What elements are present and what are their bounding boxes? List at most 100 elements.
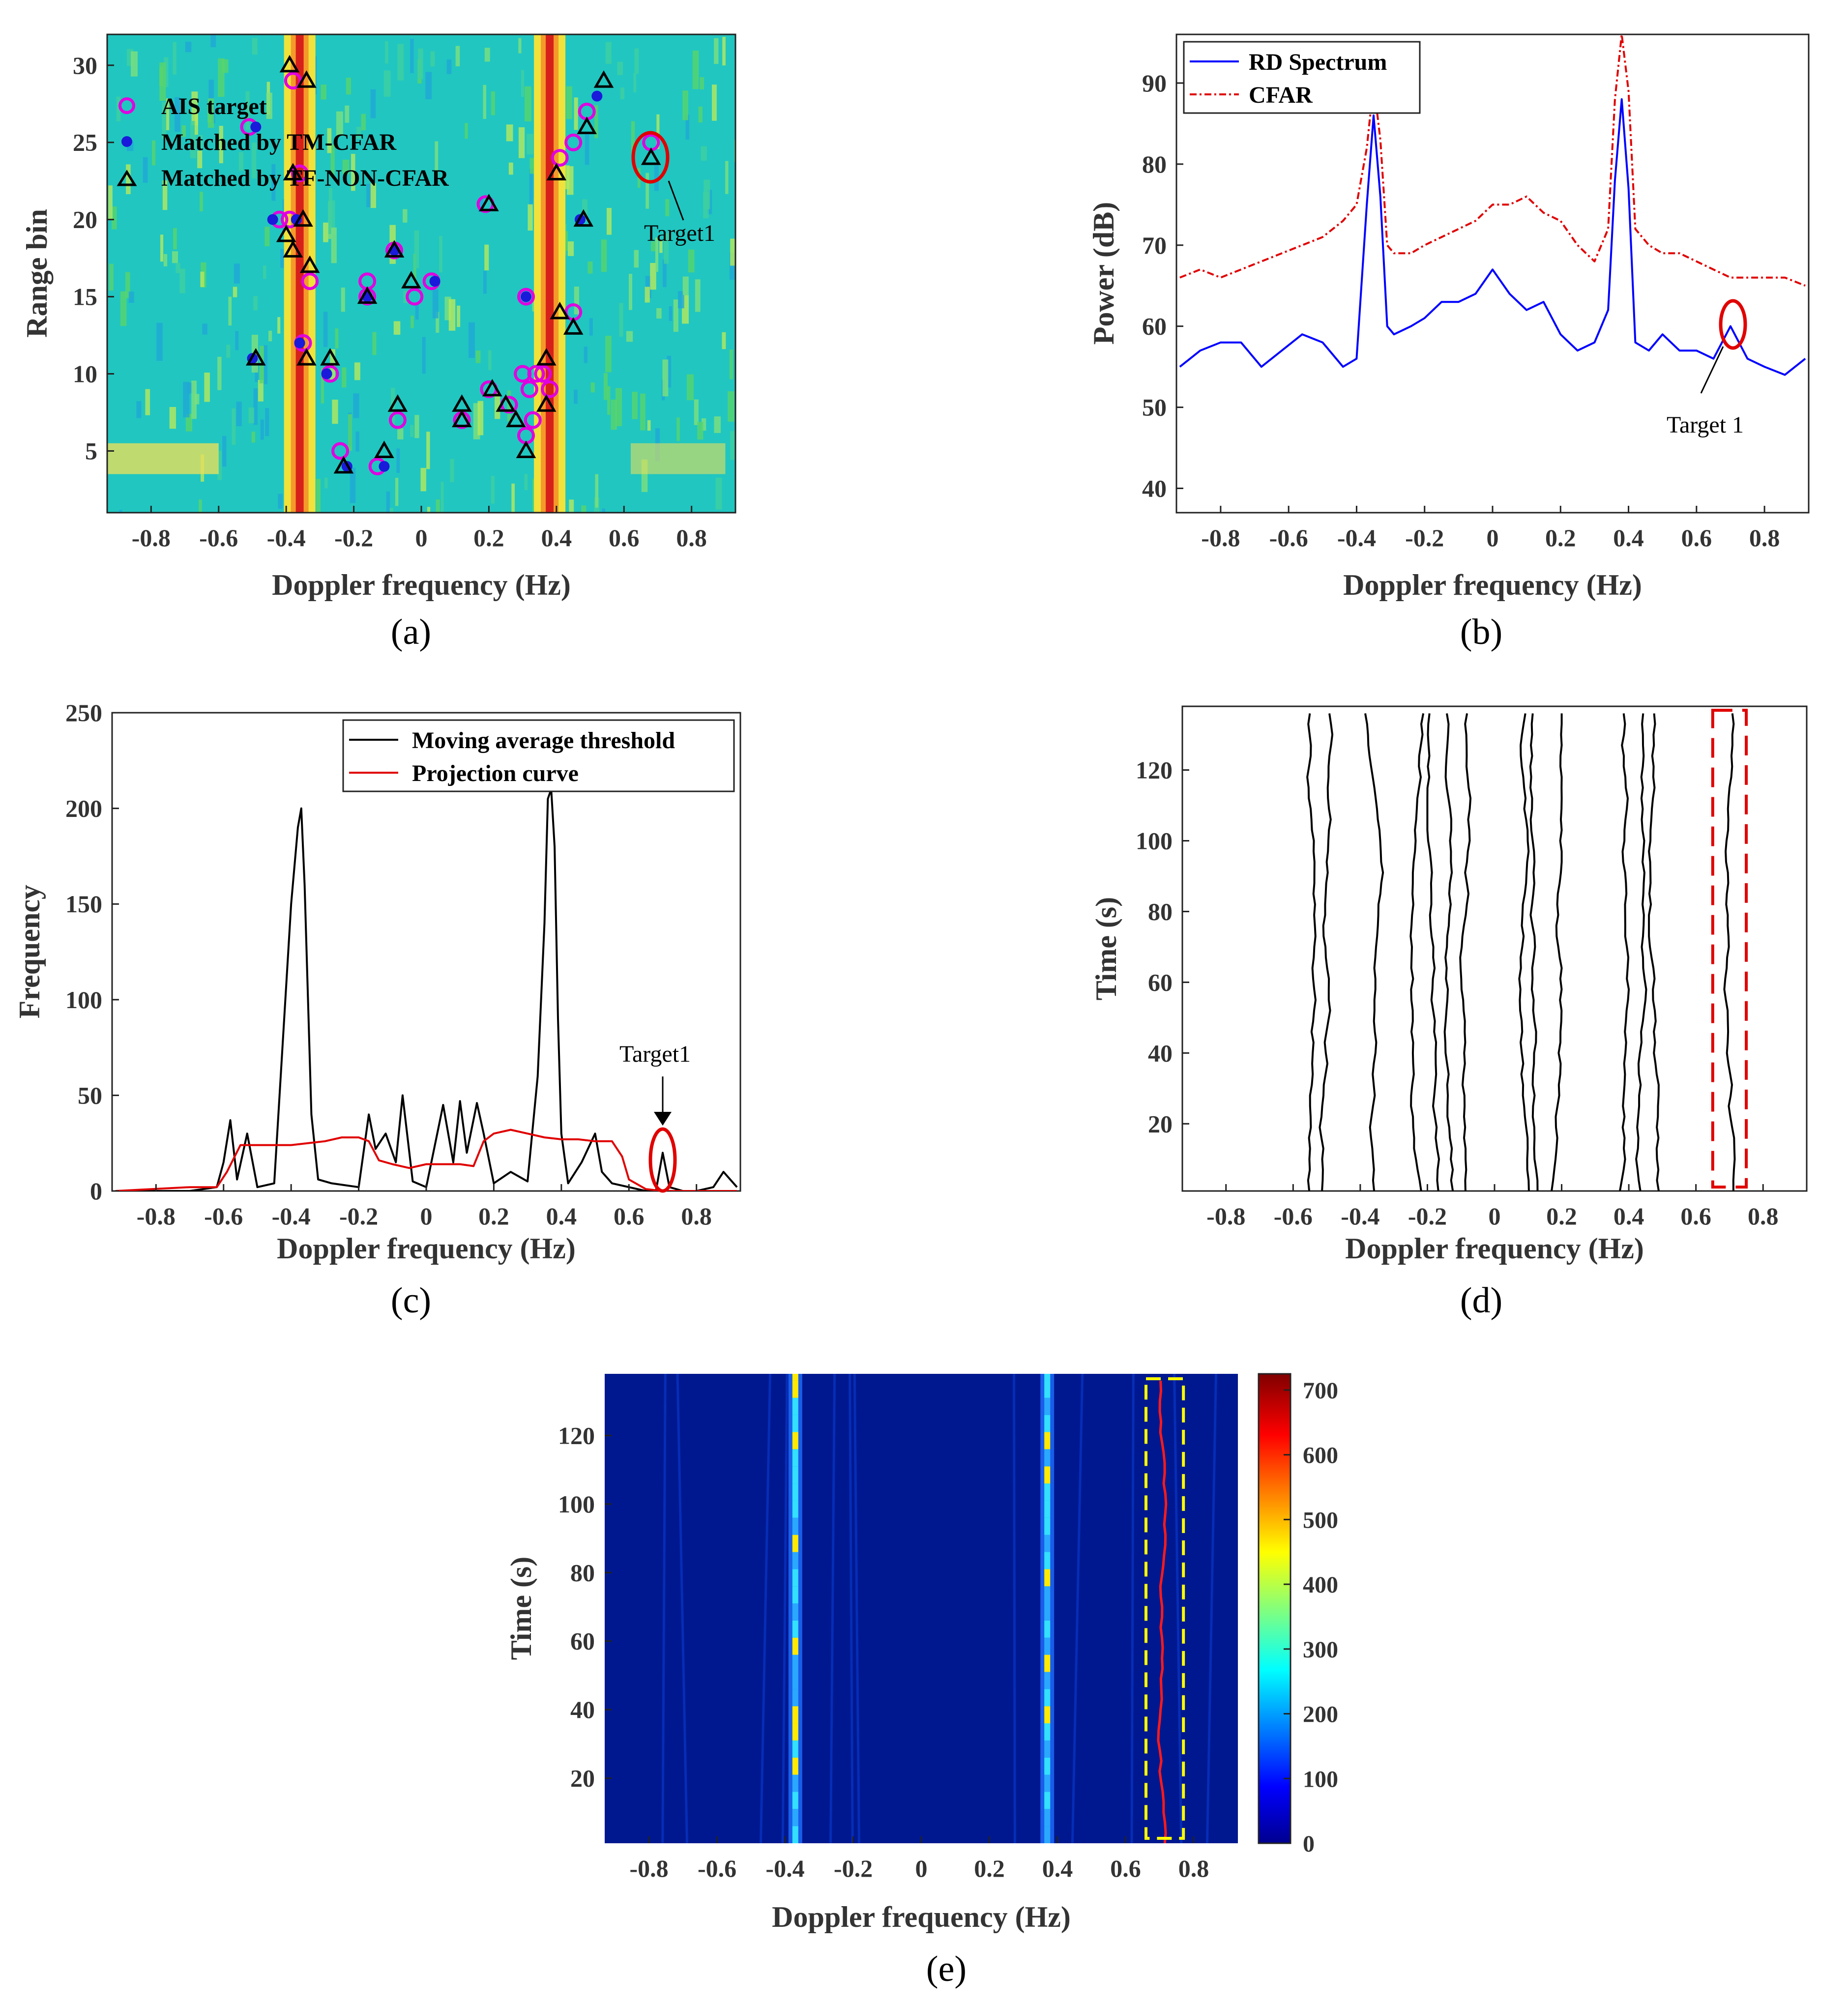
d-track (1551, 713, 1563, 1191)
a-ais-marker (406, 288, 424, 306)
e-ylabel: Time (s) (505, 1557, 537, 1660)
a-speckle (164, 57, 169, 87)
a-speckle (361, 114, 366, 131)
a-speckle (202, 323, 207, 335)
a-tf-marker (550, 301, 570, 319)
a-speckle (569, 499, 574, 512)
e-ytick-label: 120 (558, 1422, 595, 1449)
d-xtick-label: 0.6 (1680, 1202, 1711, 1230)
a-tf-marker (279, 55, 300, 73)
e-ytick-label: 20 (570, 1765, 595, 1792)
a-speckle (506, 124, 513, 142)
a-speckle (567, 241, 574, 256)
a-tf-marker (577, 116, 597, 134)
e-ridge-core (1044, 1397, 1051, 1415)
a-speckle (169, 406, 176, 429)
a-speckle (669, 306, 673, 321)
a-speckle (722, 332, 726, 349)
c-series-projection-curve (115, 1129, 737, 1191)
b-target-ellipse (1719, 299, 1747, 350)
e-ridge-core (792, 1672, 798, 1689)
b-target-label: Target 1 (1667, 412, 1744, 438)
e-faint-track (853, 1374, 860, 1843)
a-speckle (173, 42, 176, 75)
d-track (1306, 713, 1317, 1191)
a-speckle (688, 249, 695, 273)
a-speckle (162, 180, 168, 210)
a-speckle (346, 78, 352, 95)
e-colorbar-tick-label: 200 (1303, 1702, 1338, 1728)
d-panel-label: (d) (1460, 1280, 1502, 1321)
a-speckle (695, 279, 701, 312)
a-speckle (345, 105, 350, 123)
d-track (1459, 713, 1472, 1191)
d-track (1409, 713, 1425, 1191)
c-xtick-label: 0.8 (681, 1202, 712, 1230)
panel-a: -0.8 -0.6 -0.4 -0.2 0 0.2 0.4 0.6 0.8 5 10 15 20 25 30… (21, 33, 736, 652)
a-speckle (175, 97, 180, 132)
d-track (1723, 713, 1736, 1191)
c-target-label: Target1 (619, 1041, 691, 1067)
a-speckle (656, 114, 660, 149)
e-faint-track (661, 1374, 667, 1843)
e-ytick-label: 80 (570, 1559, 595, 1586)
e-ridge-core (1044, 1723, 1051, 1741)
a-band-left (107, 443, 219, 474)
d-track (1364, 713, 1384, 1191)
a-speckle (590, 382, 595, 393)
a-tf-marker (296, 348, 317, 366)
c-ytick-label: 50 (78, 1081, 102, 1109)
a-speckle (263, 265, 266, 279)
a-speckle (439, 236, 442, 273)
e-colorbar-ticks: 0 100 200 300 400 500 600 700 (1284, 1378, 1338, 1857)
a-speckle (195, 394, 200, 405)
a-speckle (446, 59, 452, 74)
a-ais-marker (527, 365, 545, 383)
a-tm-cfar-marker (294, 337, 305, 348)
e-faint-track (1013, 1374, 1016, 1843)
c-target-ellipse (648, 1127, 677, 1193)
c-xtick-label: 0.6 (614, 1202, 645, 1230)
a-speckle (432, 289, 439, 319)
c-lines (115, 788, 738, 1191)
a-tf-marker (283, 240, 303, 258)
a-ais-marker (331, 442, 350, 460)
a-speckle (651, 241, 656, 252)
a-speckle (574, 389, 578, 404)
e-colorbar-tick-label: 500 (1303, 1507, 1338, 1533)
a-speckle (620, 87, 624, 99)
b-xtick-label: 0.2 (1545, 524, 1576, 552)
d-ticks: -0.8 -0.6 -0.4 -0.2 0 0.2 0.4 0.6 0.8 20 40 60 80 100… (1136, 756, 1778, 1230)
c-xtick-label: -0.2 (339, 1202, 378, 1230)
a-speckle (682, 276, 689, 295)
a-ais-marker (388, 411, 407, 429)
a-speckle (415, 302, 419, 320)
c-ytick-label: 100 (65, 986, 102, 1014)
a-tf-marker (496, 394, 516, 412)
a-speckle (664, 233, 669, 264)
a-speckle (265, 408, 269, 436)
a-speckle (323, 312, 328, 347)
a-speckle (370, 89, 376, 118)
d-xtick-label: 0.4 (1613, 1202, 1644, 1230)
a-speckle (199, 499, 202, 513)
a-speckle (564, 231, 568, 251)
a-ais-marker (291, 164, 309, 182)
e-ridge-core (792, 1637, 798, 1655)
a-target-ellipse (631, 131, 670, 184)
e-ridge-core (1044, 1620, 1051, 1638)
a-speckle (181, 125, 186, 137)
panel-c: -0.8 -0.6 -0.4 -0.2 0 0.2 0.4 0.6 0.8 0 50 100 150 20… (13, 699, 741, 1321)
a-speckle (430, 51, 435, 67)
a-speckle (626, 331, 633, 342)
a-tm-cfar-marker (250, 121, 262, 133)
d-xtick-label: 0.8 (1748, 1202, 1779, 1230)
a-speckle (628, 274, 633, 310)
a-speckle (341, 288, 345, 312)
a-speckle (730, 238, 735, 266)
e-ridge-core (792, 1723, 798, 1741)
a-speckle (491, 91, 495, 116)
a-speckle (701, 146, 707, 161)
e-ridge-core (1044, 1774, 1051, 1792)
a-speckle (245, 91, 250, 130)
